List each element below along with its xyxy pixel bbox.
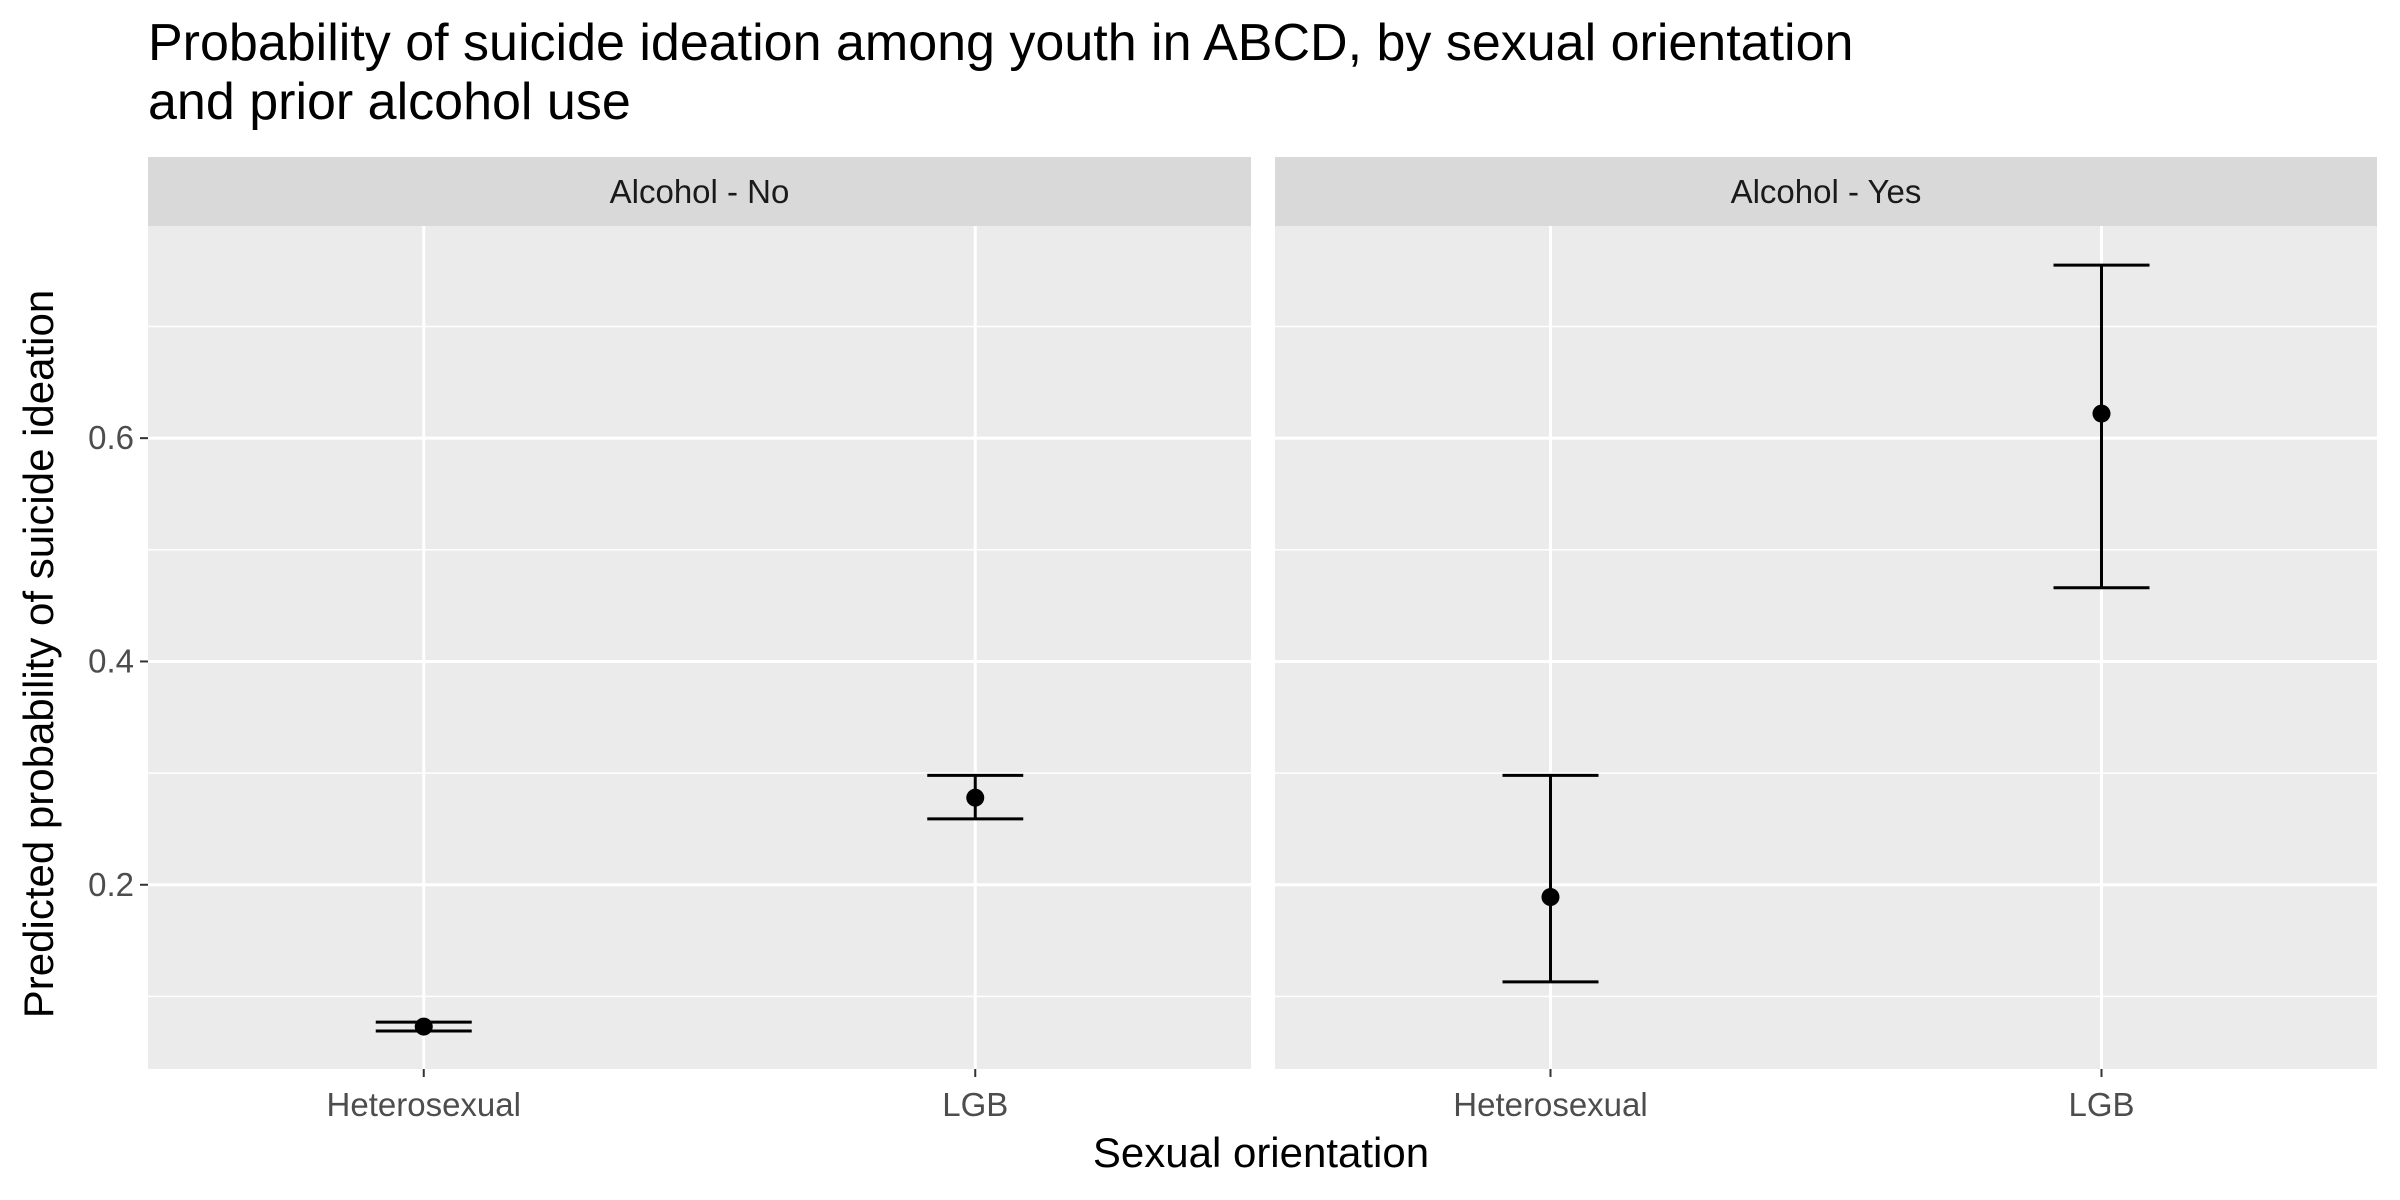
x-tick-label: Heterosexual	[1453, 1086, 1647, 1123]
facet-strip	[148, 157, 1251, 226]
chart-title-line-2: and prior alcohol use	[148, 73, 631, 131]
estimate-point	[2092, 404, 2111, 423]
chart-title-line-1: Probability of suicide ideation among yo…	[148, 14, 1853, 72]
y-tick-label: 0.2	[88, 866, 134, 903]
panel-background	[1275, 226, 2377, 1069]
x-tick-label: Heterosexual	[327, 1086, 521, 1123]
estimate-point	[966, 788, 985, 807]
errorbar-heterosexual	[375, 1017, 472, 1036]
facet-panel-1: Alcohol - No Heterosexual LGB	[148, 157, 1251, 1123]
x-tick-label: LGB	[2068, 1086, 2134, 1123]
x-axis-title: Sexual orientation	[1093, 1129, 1429, 1176]
y-axis-title: Predicted probability of suicide ideatio…	[15, 290, 62, 1018]
errorbar-heterosexual	[1502, 773, 1599, 984]
errorbar-lgb	[2053, 263, 2150, 590]
facet-strip	[1275, 157, 2377, 226]
facet-strip-label: Alcohol - Yes	[1731, 173, 1922, 210]
facet-panel-2: Alcohol - Yes Heterosexual LGB	[1275, 157, 2377, 1123]
y-tick-label: 0.4	[88, 642, 134, 679]
facet-strip-label: Alcohol - No	[610, 173, 790, 210]
x-tick-label: LGB	[942, 1086, 1008, 1123]
estimate-point	[414, 1017, 433, 1036]
panel-background	[148, 226, 1251, 1069]
errorbar-lgb	[927, 773, 1024, 821]
y-tick-label: 0.6	[88, 419, 134, 456]
estimate-point	[1541, 888, 1560, 907]
